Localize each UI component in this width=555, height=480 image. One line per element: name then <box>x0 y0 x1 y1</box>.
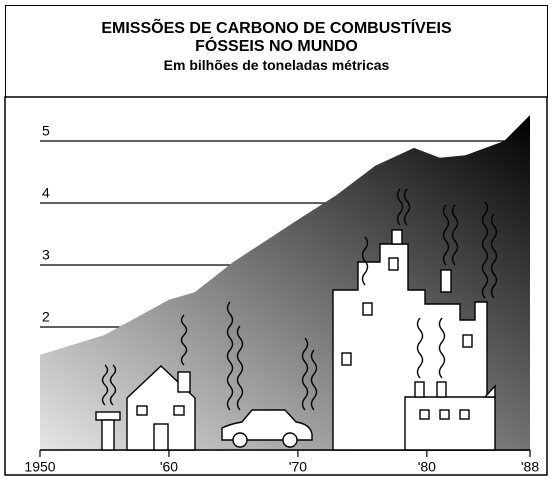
y-tick-label: 2 <box>42 309 50 325</box>
x-tick-label: '60 <box>160 459 178 475</box>
x-tick-label: '88 <box>521 459 539 475</box>
y-tick-label: 4 <box>42 185 50 201</box>
frame <box>4 96 548 476</box>
illustration <box>95 188 498 451</box>
title-box: EMISSÕES DE CARBONO DE COMBUSTÍVEIS FÓSS… <box>5 5 548 98</box>
x-tick-label: '70 <box>289 459 307 475</box>
x-tick-label: 1950 <box>24 459 55 475</box>
y-tick-label: 3 <box>42 247 50 263</box>
chart-subtitle: Em bilhões de toneladas métricas <box>163 57 390 73</box>
y-tick-label: 5 <box>42 123 50 139</box>
x-tick-label: '80 <box>418 459 436 475</box>
chart-title: EMISSÕES DE CARBONO DE COMBUSTÍVEIS FÓSS… <box>101 20 452 55</box>
